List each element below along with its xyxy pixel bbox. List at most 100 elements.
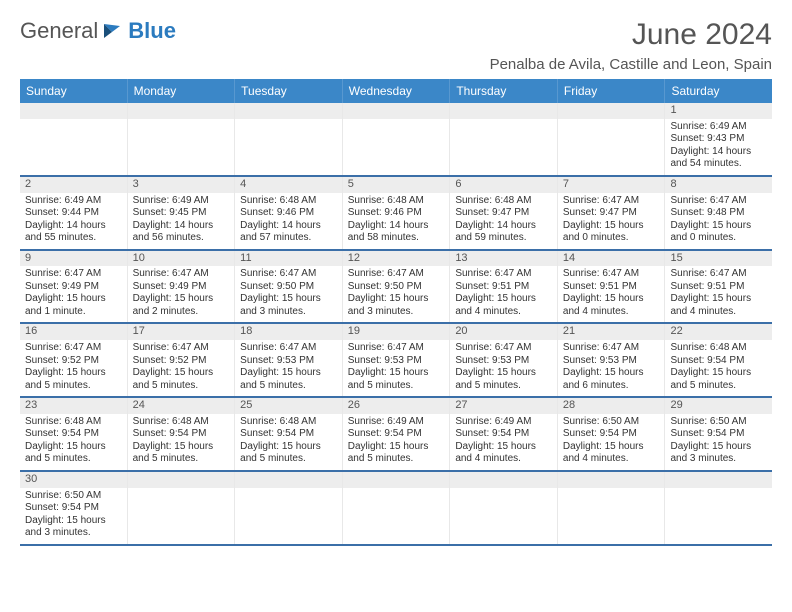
sunrise-text: Sunrise: 6:49 AM — [133, 195, 230, 208]
daylight-text: Daylight: 15 hours and 4 minutes. — [455, 441, 552, 466]
daylight-text: Daylight: 15 hours and 0 minutes. — [670, 220, 767, 245]
calendar-cell: 4Sunrise: 6:48 AMSunset: 9:46 PMDaylight… — [235, 177, 343, 249]
cell-body: Sunrise: 6:47 AMSunset: 9:51 PMDaylight:… — [665, 266, 772, 322]
day-number — [128, 472, 235, 488]
daylight-text: Daylight: 15 hours and 5 minutes. — [133, 367, 230, 392]
sunset-text: Sunset: 9:54 PM — [25, 428, 122, 441]
sunrise-text: Sunrise: 6:48 AM — [348, 195, 445, 208]
calendar-cell: 17Sunrise: 6:47 AMSunset: 9:52 PMDayligh… — [128, 324, 236, 396]
calendar-cell: 6Sunrise: 6:48 AMSunset: 9:47 PMDaylight… — [450, 177, 558, 249]
cell-body: Sunrise: 6:47 AMSunset: 9:51 PMDaylight:… — [558, 266, 665, 322]
calendar-cell — [235, 103, 343, 175]
calendar-cell — [450, 472, 558, 544]
sunset-text: Sunset: 9:53 PM — [455, 355, 552, 368]
day-number: 23 — [20, 398, 127, 414]
daylight-text: Daylight: 14 hours and 54 minutes. — [670, 146, 767, 171]
week-row: 30Sunrise: 6:50 AMSunset: 9:54 PMDayligh… — [20, 472, 772, 546]
sunset-text: Sunset: 9:47 PM — [563, 207, 660, 220]
day-number: 12 — [343, 251, 450, 267]
daylight-text: Daylight: 15 hours and 3 minutes. — [348, 293, 445, 318]
calendar-cell: 11Sunrise: 6:47 AMSunset: 9:50 PMDayligh… — [235, 251, 343, 323]
day-number: 10 — [128, 251, 235, 267]
daylight-text: Daylight: 15 hours and 4 minutes. — [670, 293, 767, 318]
calendar: SundayMondayTuesdayWednesdayThursdayFrid… — [20, 79, 772, 546]
sunrise-text: Sunrise: 6:47 AM — [25, 342, 122, 355]
calendar-cell: 27Sunrise: 6:49 AMSunset: 9:54 PMDayligh… — [450, 398, 558, 470]
cell-body: Sunrise: 6:48 AMSunset: 9:54 PMDaylight:… — [128, 414, 235, 470]
day-number: 22 — [665, 324, 772, 340]
calendar-cell: 3Sunrise: 6:49 AMSunset: 9:45 PMDaylight… — [128, 177, 236, 249]
sunrise-text: Sunrise: 6:50 AM — [563, 416, 660, 429]
sunrise-text: Sunrise: 6:49 AM — [455, 416, 552, 429]
sunrise-text: Sunrise: 6:49 AM — [348, 416, 445, 429]
sunset-text: Sunset: 9:54 PM — [240, 428, 337, 441]
calendar-cell: 19Sunrise: 6:47 AMSunset: 9:53 PMDayligh… — [343, 324, 451, 396]
cell-body: Sunrise: 6:48 AMSunset: 9:47 PMDaylight:… — [450, 193, 557, 249]
sunrise-text: Sunrise: 6:47 AM — [133, 268, 230, 281]
cell-body: Sunrise: 6:48 AMSunset: 9:46 PMDaylight:… — [235, 193, 342, 249]
day-header: Sunday — [20, 79, 128, 103]
calendar-cell — [235, 472, 343, 544]
calendar-cell: 28Sunrise: 6:50 AMSunset: 9:54 PMDayligh… — [558, 398, 666, 470]
week-row: 23Sunrise: 6:48 AMSunset: 9:54 PMDayligh… — [20, 398, 772, 472]
cell-body: Sunrise: 6:48 AMSunset: 9:46 PMDaylight:… — [343, 193, 450, 249]
sunrise-text: Sunrise: 6:49 AM — [670, 121, 767, 134]
day-header-row: SundayMondayTuesdayWednesdayThursdayFrid… — [20, 79, 772, 103]
sunrise-text: Sunrise: 6:47 AM — [563, 342, 660, 355]
sunrise-text: Sunrise: 6:47 AM — [563, 195, 660, 208]
header: General Blue June 2024 Penalba de Avila,… — [20, 18, 772, 73]
cell-body: Sunrise: 6:47 AMSunset: 9:52 PMDaylight:… — [20, 340, 127, 396]
sunset-text: Sunset: 9:54 PM — [455, 428, 552, 441]
day-number — [558, 103, 665, 119]
day-number: 20 — [450, 324, 557, 340]
day-header: Saturday — [665, 79, 772, 103]
day-number — [450, 472, 557, 488]
week-row: 2Sunrise: 6:49 AMSunset: 9:44 PMDaylight… — [20, 177, 772, 251]
day-number: 19 — [343, 324, 450, 340]
cell-body: Sunrise: 6:48 AMSunset: 9:54 PMDaylight:… — [20, 414, 127, 470]
calendar-cell: 15Sunrise: 6:47 AMSunset: 9:51 PMDayligh… — [665, 251, 772, 323]
week-row: 9Sunrise: 6:47 AMSunset: 9:49 PMDaylight… — [20, 251, 772, 325]
day-number — [558, 472, 665, 488]
sunrise-text: Sunrise: 6:47 AM — [670, 268, 767, 281]
daylight-text: Daylight: 15 hours and 5 minutes. — [348, 441, 445, 466]
logo-text-1: General — [20, 18, 98, 44]
daylight-text: Daylight: 15 hours and 6 minutes. — [563, 367, 660, 392]
calendar-cell — [558, 472, 666, 544]
day-number — [450, 103, 557, 119]
sunrise-text: Sunrise: 6:47 AM — [240, 268, 337, 281]
calendar-cell: 20Sunrise: 6:47 AMSunset: 9:53 PMDayligh… — [450, 324, 558, 396]
calendar-cell: 8Sunrise: 6:47 AMSunset: 9:48 PMDaylight… — [665, 177, 772, 249]
logo-text-2: Blue — [128, 18, 176, 44]
daylight-text: Daylight: 14 hours and 56 minutes. — [133, 220, 230, 245]
cell-body: Sunrise: 6:47 AMSunset: 9:49 PMDaylight:… — [20, 266, 127, 322]
sunrise-text: Sunrise: 6:47 AM — [670, 195, 767, 208]
cell-body: Sunrise: 6:47 AMSunset: 9:50 PMDaylight:… — [235, 266, 342, 322]
sunrise-text: Sunrise: 6:47 AM — [563, 268, 660, 281]
day-number: 9 — [20, 251, 127, 267]
daylight-text: Daylight: 14 hours and 58 minutes. — [348, 220, 445, 245]
sunrise-text: Sunrise: 6:47 AM — [25, 268, 122, 281]
cell-body: Sunrise: 6:50 AMSunset: 9:54 PMDaylight:… — [665, 414, 772, 470]
daylight-text: Daylight: 15 hours and 4 minutes. — [455, 293, 552, 318]
daylight-text: Daylight: 15 hours and 5 minutes. — [455, 367, 552, 392]
sunset-text: Sunset: 9:48 PM — [670, 207, 767, 220]
sunrise-text: Sunrise: 6:48 AM — [240, 416, 337, 429]
sunset-text: Sunset: 9:43 PM — [670, 133, 767, 146]
cell-body: Sunrise: 6:47 AMSunset: 9:50 PMDaylight:… — [343, 266, 450, 322]
cell-body: Sunrise: 6:47 AMSunset: 9:52 PMDaylight:… — [128, 340, 235, 396]
month-title: June 2024 — [490, 18, 772, 52]
day-number — [235, 103, 342, 119]
sunrise-text: Sunrise: 6:50 AM — [25, 490, 122, 503]
cell-body: Sunrise: 6:47 AMSunset: 9:53 PMDaylight:… — [343, 340, 450, 396]
sunset-text: Sunset: 9:53 PM — [348, 355, 445, 368]
cell-body: Sunrise: 6:47 AMSunset: 9:53 PMDaylight:… — [235, 340, 342, 396]
day-header: Thursday — [450, 79, 558, 103]
cell-body: Sunrise: 6:47 AMSunset: 9:53 PMDaylight:… — [450, 340, 557, 396]
sunrise-text: Sunrise: 6:47 AM — [455, 268, 552, 281]
cell-body: Sunrise: 6:49 AMSunset: 9:43 PMDaylight:… — [665, 119, 772, 175]
day-header: Tuesday — [235, 79, 343, 103]
daylight-text: Daylight: 15 hours and 0 minutes. — [563, 220, 660, 245]
day-number: 5 — [343, 177, 450, 193]
day-number — [343, 103, 450, 119]
